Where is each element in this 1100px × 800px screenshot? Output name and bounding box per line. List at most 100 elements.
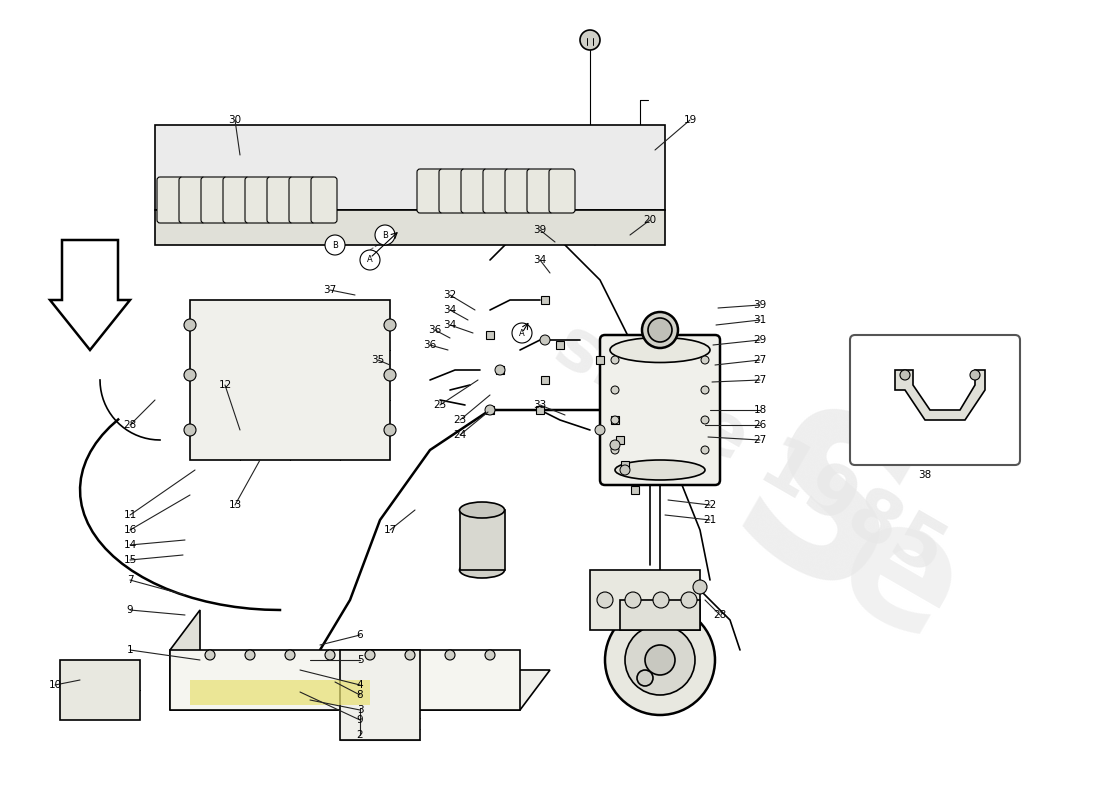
Text: 31: 31 [754,315,767,325]
Circle shape [701,446,710,454]
Ellipse shape [460,562,505,578]
Circle shape [245,650,255,660]
Text: 29: 29 [754,335,767,345]
FancyBboxPatch shape [505,169,531,213]
Circle shape [625,625,695,695]
Circle shape [405,650,415,660]
FancyBboxPatch shape [417,169,443,213]
Circle shape [620,465,630,475]
Text: 34: 34 [534,255,547,265]
Text: 12: 12 [219,380,232,390]
Text: 37: 37 [323,285,337,295]
Text: 25: 25 [433,400,447,410]
Circle shape [648,318,672,342]
FancyBboxPatch shape [223,177,249,223]
Polygon shape [190,680,370,705]
Circle shape [605,605,715,715]
Circle shape [625,592,641,608]
Circle shape [384,424,396,436]
Bar [60,660,140,720]
Text: A: A [519,329,525,338]
Text: B: B [382,230,388,239]
Text: 21: 21 [703,515,716,525]
FancyBboxPatch shape [600,335,720,485]
Text: 20: 20 [644,215,657,225]
Text: S: S [697,387,943,653]
Circle shape [375,225,395,245]
Circle shape [610,446,619,454]
Text: 3: 3 [356,705,363,715]
Text: 34: 34 [443,305,456,315]
Circle shape [285,650,295,660]
Bar [496,366,504,374]
Circle shape [324,650,336,660]
Circle shape [681,592,697,608]
Circle shape [693,580,707,594]
Circle shape [205,650,214,660]
Text: 2: 2 [356,730,363,740]
Circle shape [184,424,196,436]
Text: 22: 22 [703,500,716,510]
Bar [486,406,494,414]
Bar [486,331,494,339]
Polygon shape [170,670,550,710]
Text: 36: 36 [424,340,437,350]
Circle shape [642,312,678,348]
Circle shape [184,369,196,381]
Circle shape [580,30,600,50]
Text: since 1985: since 1985 [543,310,957,590]
Circle shape [701,416,710,424]
FancyBboxPatch shape [549,169,575,213]
Bar [590,570,700,630]
Text: 26: 26 [754,420,767,430]
Circle shape [384,319,396,331]
Circle shape [610,356,619,364]
Text: 27: 27 [754,355,767,365]
FancyBboxPatch shape [527,169,553,213]
Bar [460,510,505,570]
FancyBboxPatch shape [461,169,487,213]
Text: 8: 8 [356,690,363,700]
Text: 6: 6 [356,630,363,640]
FancyBboxPatch shape [245,177,271,223]
Text: 15: 15 [123,555,136,565]
Text: 30: 30 [229,115,242,125]
Bar [541,376,549,384]
Text: 18: 18 [754,405,767,415]
Bar [340,650,420,740]
Text: 23: 23 [453,415,466,425]
Text: 39: 39 [534,225,547,235]
Circle shape [495,365,505,375]
Circle shape [360,250,379,270]
Polygon shape [895,370,984,420]
Text: 17: 17 [384,525,397,535]
Bar [536,406,544,414]
FancyBboxPatch shape [179,177,205,223]
Text: 27: 27 [754,375,767,385]
Bar [155,125,666,210]
Text: 10: 10 [48,680,62,690]
Text: 19: 19 [683,115,696,125]
Bar [556,341,564,349]
Text: 35: 35 [372,355,385,365]
Circle shape [365,650,375,660]
Ellipse shape [610,338,710,362]
Text: 27: 27 [754,435,767,445]
Text: 39: 39 [754,300,767,310]
FancyBboxPatch shape [157,177,183,223]
Text: 36: 36 [428,325,441,335]
Text: A: A [367,255,373,265]
Circle shape [446,650,455,660]
Text: e: e [811,481,990,679]
Circle shape [485,405,495,415]
FancyBboxPatch shape [483,169,509,213]
Text: 9: 9 [356,715,363,725]
Bar [541,296,549,304]
Text: 11: 11 [123,510,136,520]
Circle shape [540,335,550,345]
Circle shape [701,356,710,364]
Circle shape [637,670,653,686]
Ellipse shape [460,502,505,518]
Text: 16: 16 [123,525,136,535]
Circle shape [645,645,675,675]
